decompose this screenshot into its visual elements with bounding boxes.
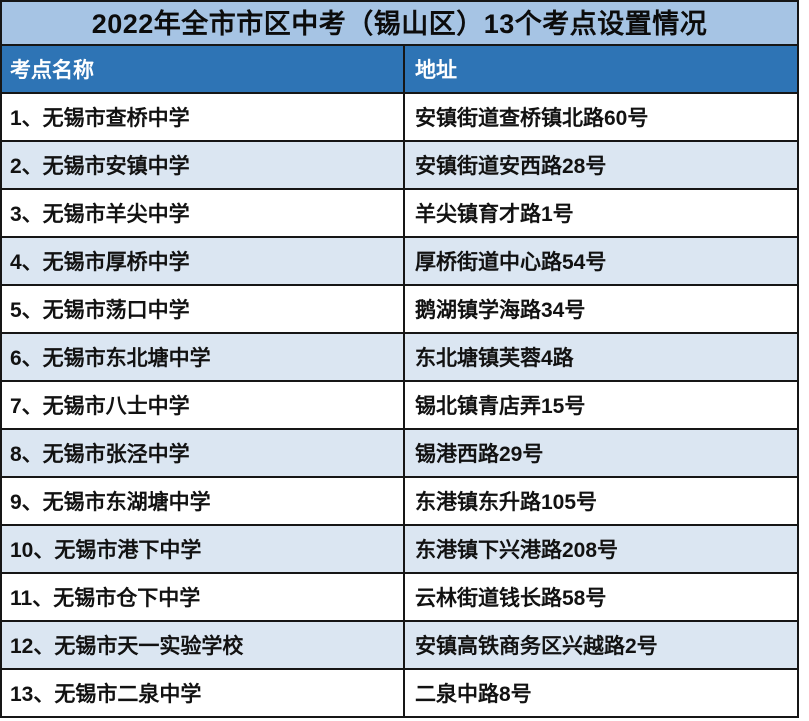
table-row: 9、无锡市东湖塘中学 东港镇东升路105号 <box>2 478 797 526</box>
site-name-cell: 9、无锡市东湖塘中学 <box>2 478 405 524</box>
table-row: 8、无锡市张泾中学 锡港西路29号 <box>2 430 797 478</box>
address-cell: 东北塘镇芙蓉4路 <box>415 347 574 370</box>
site-name-cell: 8、无锡市张泾中学 <box>2 430 405 476</box>
table-row: 4、无锡市厚桥中学 厚桥街道中心路54号 <box>2 238 797 286</box>
site-name-cell: 2、无锡市安镇中学 <box>2 142 405 188</box>
column-header-address: 地址 <box>415 59 457 82</box>
table-row: 12、无锡市天一实验学校 安镇高铁商务区兴越路2号 <box>2 622 797 670</box>
site-name-cell: 13、无锡市二泉中学 <box>2 670 405 716</box>
address-cell: 云林街道钱长路58号 <box>415 587 607 610</box>
table-row: 2、无锡市安镇中学 安镇街道安西路28号 <box>2 142 797 190</box>
table-row: 13、无锡市二泉中学 二泉中路8号 <box>2 670 797 718</box>
table-row: 3、无锡市羊尖中学 羊尖镇育才路1号 <box>2 190 797 238</box>
address-cell: 鹅湖镇学海路34号 <box>415 299 586 322</box>
table-row: 11、无锡市仓下中学 云林街道钱长路58号 <box>2 574 797 622</box>
site-name-cell: 11、无锡市仓下中学 <box>2 574 405 620</box>
table-header-row: 考点名称 地址 <box>2 46 797 94</box>
address-cell: 东港镇下兴港路208号 <box>415 539 619 562</box>
site-name-cell: 5、无锡市荡口中学 <box>2 286 405 332</box>
address-cell: 安镇高铁商务区兴越路2号 <box>415 635 658 658</box>
address-cell: 二泉中路8号 <box>415 683 532 706</box>
table-row: 1、无锡市查桥中学 安镇街道查桥镇北路60号 <box>2 94 797 142</box>
address-cell: 羊尖镇育才路1号 <box>415 203 574 226</box>
address-cell: 安镇街道查桥镇北路60号 <box>415 107 649 130</box>
table-title: 2022年全市市区中考（锡山区）13个考点设置情况 <box>2 2 797 46</box>
table-row: 5、无锡市荡口中学 鹅湖镇学海路34号 <box>2 286 797 334</box>
table-row: 6、无锡市东北塘中学 东北塘镇芙蓉4路 <box>2 334 797 382</box>
address-cell: 锡港西路29号 <box>415 443 544 466</box>
table-row: 10、无锡市港下中学 东港镇下兴港路208号 <box>2 526 797 574</box>
address-cell: 锡北镇青店弄15号 <box>415 395 586 418</box>
address-cell: 厚桥街道中心路54号 <box>415 251 607 274</box>
address-cell: 东港镇东升路105号 <box>415 491 598 514</box>
site-name-cell: 7、无锡市八士中学 <box>2 382 405 428</box>
site-name-cell: 12、无锡市天一实验学校 <box>2 622 405 668</box>
address-cell: 安镇街道安西路28号 <box>415 155 607 178</box>
site-name-cell: 3、无锡市羊尖中学 <box>2 190 405 236</box>
column-header-site-name: 考点名称 <box>2 46 405 92</box>
site-name-cell: 10、无锡市港下中学 <box>2 526 405 572</box>
table-row: 7、无锡市八士中学 锡北镇青店弄15号 <box>2 382 797 430</box>
site-name-cell: 4、无锡市厚桥中学 <box>2 238 405 284</box>
site-name-cell: 1、无锡市查桥中学 <box>2 94 405 140</box>
table-body: 1、无锡市查桥中学 安镇街道查桥镇北路60号 2、无锡市安镇中学 安镇街道安西路28号… <box>2 94 797 718</box>
site-name-cell: 6、无锡市东北塘中学 <box>2 334 405 380</box>
